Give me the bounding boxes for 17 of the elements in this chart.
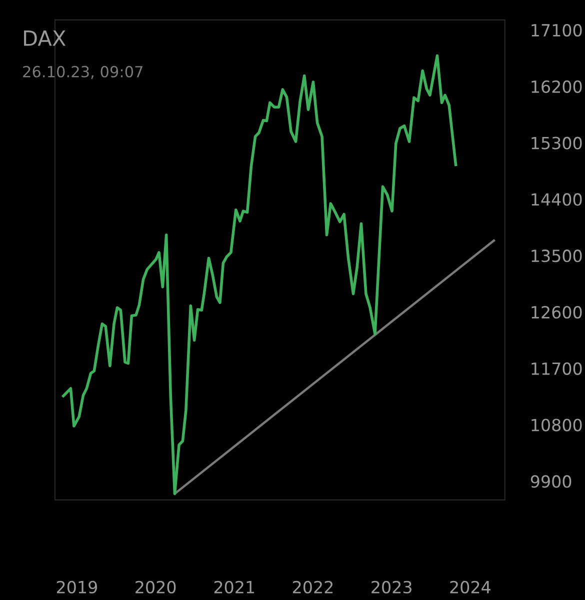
text: 26.10.23, 09:07: [23, 66, 142, 79]
y-tick-label: 13500: [532, 250, 582, 262]
x-tick-label: 2022: [292, 580, 333, 594]
x-tick-label: 2021: [214, 580, 254, 594]
chart-title: DAX: [24, 30, 66, 46]
y-tick-label: 12600: [532, 306, 582, 319]
y-tick-label: 17100: [532, 24, 582, 37]
y-tick-label: 9900: [530, 475, 572, 488]
y-tick-label: 10800: [532, 418, 582, 432]
x-tick-label: 2024: [450, 580, 490, 594]
y-tick-label: 14400: [532, 193, 582, 206]
x-tick-label: 2020: [136, 580, 176, 594]
y-tick-label: 16200: [532, 80, 582, 93]
y-tick-label: 11700: [532, 362, 582, 375]
y-tick-label: 15300: [532, 136, 582, 150]
x-tick-label: 2023: [372, 580, 412, 594]
x-tick-label: 2019: [56, 580, 97, 594]
